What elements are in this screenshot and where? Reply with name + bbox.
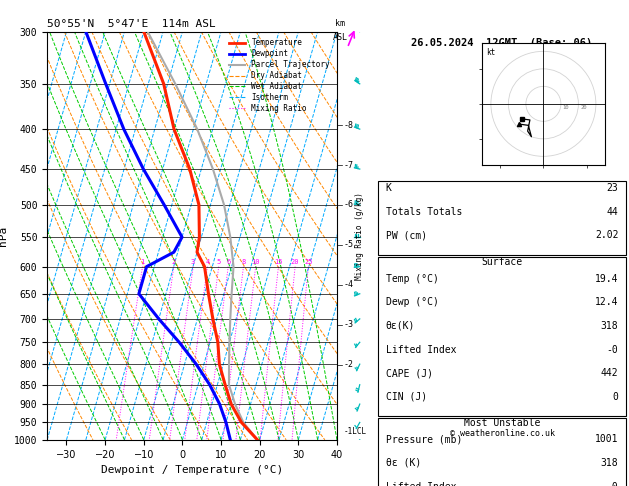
Text: Totals Totals: Totals Totals: [386, 207, 462, 217]
Text: -4: -4: [343, 280, 353, 289]
X-axis label: Dewpoint / Temperature (°C): Dewpoint / Temperature (°C): [101, 465, 283, 475]
Text: 10: 10: [252, 259, 260, 264]
Bar: [379, 181, 626, 255]
Bar: [379, 257, 626, 416]
Text: 318: 318: [601, 321, 618, 331]
Text: 0: 0: [613, 392, 618, 402]
Text: Temp (°C): Temp (°C): [386, 274, 438, 283]
Text: © weatheronline.co.uk: © weatheronline.co.uk: [450, 429, 555, 438]
Text: 8: 8: [242, 259, 245, 264]
Text: -1LCL: -1LCL: [343, 427, 366, 436]
Text: 1: 1: [140, 259, 145, 264]
Text: 20: 20: [291, 259, 299, 264]
Text: 10: 10: [562, 105, 569, 110]
Text: 26.05.2024  12GMT  (Base: 06): 26.05.2024 12GMT (Base: 06): [411, 38, 593, 48]
Text: 25: 25: [304, 259, 313, 264]
Text: 6: 6: [226, 259, 230, 264]
Text: -2: -2: [343, 360, 353, 369]
Text: Surface: Surface: [482, 257, 523, 267]
Text: km: km: [335, 18, 345, 28]
Text: CIN (J): CIN (J): [386, 392, 427, 402]
Text: 50°55'N  5°47'E  114m ASL: 50°55'N 5°47'E 114m ASL: [47, 19, 216, 30]
Text: 12.4: 12.4: [595, 297, 618, 307]
Y-axis label: hPa: hPa: [0, 226, 8, 246]
Text: 15: 15: [274, 259, 282, 264]
Bar: [379, 417, 626, 486]
Text: ASL: ASL: [333, 33, 348, 42]
Text: 5: 5: [216, 259, 221, 264]
Text: -0: -0: [607, 482, 618, 486]
Text: 20: 20: [580, 105, 587, 110]
Text: 442: 442: [601, 368, 618, 378]
Text: 44: 44: [607, 207, 618, 217]
Text: -3: -3: [343, 320, 353, 329]
Text: 1001: 1001: [595, 434, 618, 444]
Legend: Temperature, Dewpoint, Parcel Trajectory, Dry Adiabat, Wet Adiabat, Isotherm, Mi: Temperature, Dewpoint, Parcel Trajectory…: [226, 35, 333, 116]
Text: kt: kt: [486, 48, 495, 57]
Text: 2.02: 2.02: [595, 230, 618, 241]
Text: -8: -8: [343, 121, 353, 130]
Text: -0: -0: [607, 345, 618, 355]
Text: Dewp (°C): Dewp (°C): [386, 297, 438, 307]
Text: -7: -7: [343, 160, 353, 170]
Text: Mixing Ratio (g/kg): Mixing Ratio (g/kg): [355, 192, 364, 279]
Text: -6: -6: [343, 200, 353, 209]
Text: Lifted Index: Lifted Index: [386, 482, 456, 486]
Text: 4: 4: [205, 259, 209, 264]
Text: CAPE (J): CAPE (J): [386, 368, 433, 378]
Text: K: K: [386, 183, 392, 193]
Text: θε (K): θε (K): [386, 458, 421, 468]
Text: PW (cm): PW (cm): [386, 230, 427, 241]
Text: Pressure (mb): Pressure (mb): [386, 434, 462, 444]
Text: 3: 3: [191, 259, 195, 264]
Text: 318: 318: [601, 458, 618, 468]
Text: 2: 2: [172, 259, 176, 264]
Text: 23: 23: [607, 183, 618, 193]
Text: θε(K): θε(K): [386, 321, 415, 331]
Text: 19.4: 19.4: [595, 274, 618, 283]
Text: Lifted Index: Lifted Index: [386, 345, 456, 355]
Text: -5: -5: [343, 241, 353, 249]
Text: Most Unstable: Most Unstable: [464, 417, 540, 428]
